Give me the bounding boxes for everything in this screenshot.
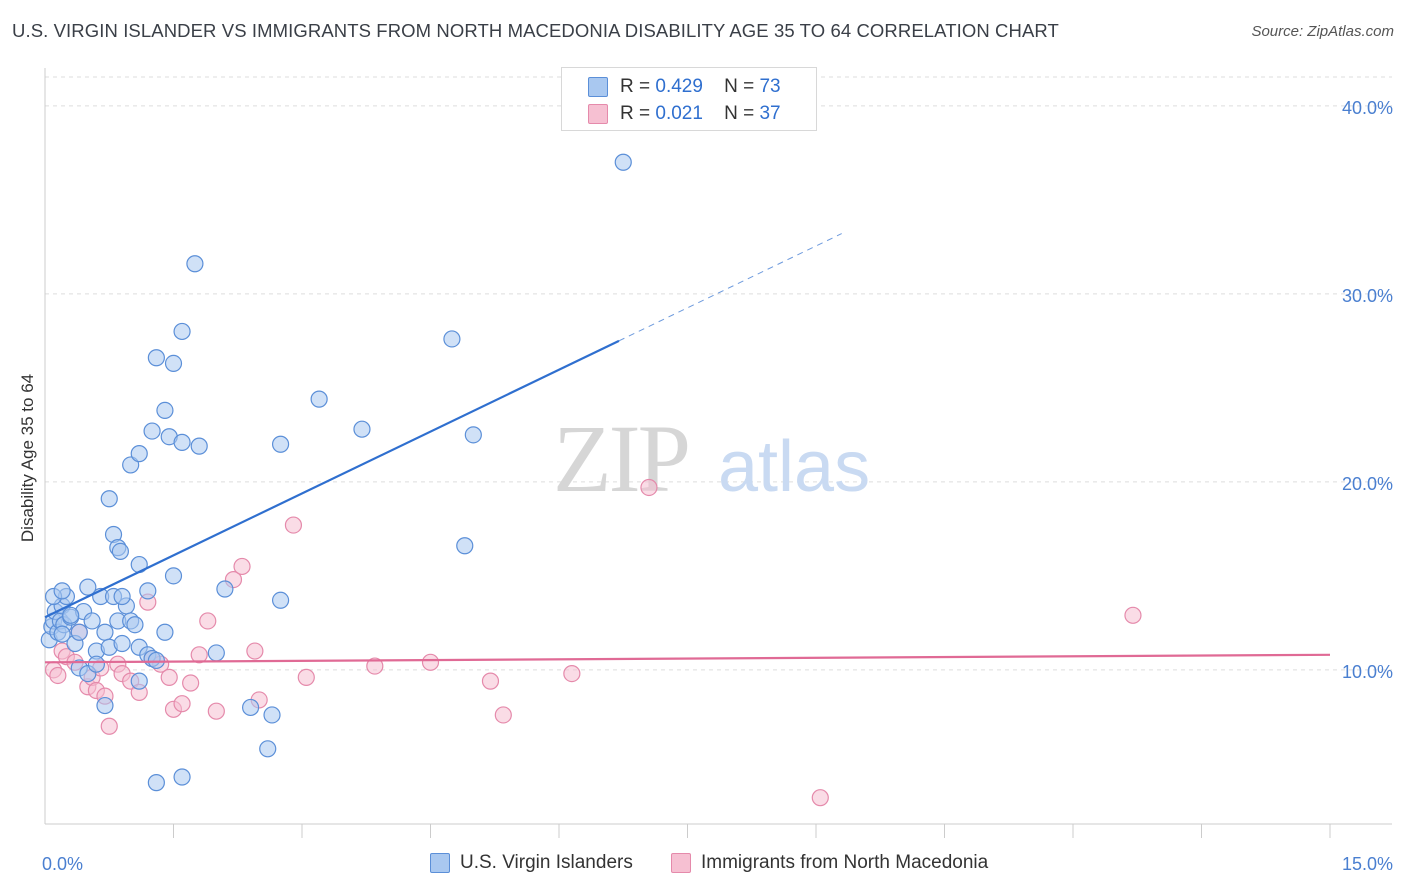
data-point-pink [366,657,384,675]
data-point-pink [481,672,500,690]
data-point-blue [271,435,290,453]
data-point-blue [70,623,88,641]
data-point-pink [173,695,191,713]
data-point-pink [100,717,118,735]
data-point-pink [421,653,440,671]
data-point-pink [297,668,315,686]
data-point-blue [263,706,281,724]
series-immigrants-north-macedonia [44,478,1142,807]
data-point-blue [83,612,101,630]
data-point-blue [143,422,161,440]
data-point-blue [207,644,225,662]
data-point-blue [87,655,106,673]
y-tick-label: 30.0% [1342,286,1393,306]
data-point-blue [443,330,461,348]
data-point-blue [173,768,191,786]
data-point-blue [96,623,114,641]
data-point-pink [160,668,178,686]
data-point-blue [147,774,165,792]
data-point-blue [126,616,144,634]
data-point-pink [1124,606,1142,624]
y-tick-label: 10.0% [1342,662,1393,682]
data-point-blue [216,580,234,598]
data-point-blue [147,651,165,670]
data-point-blue [113,587,131,606]
data-point-blue [100,490,118,508]
data-point-blue [353,420,371,438]
data-point-blue [62,606,80,624]
data-point-pink [284,516,303,534]
chart-title: U.S. VIRGIN ISLANDER VS IMMIGRANTS FROM … [12,20,1059,41]
data-point-pink [640,478,658,497]
axes [44,68,1392,838]
trend-line-blue-extension [618,233,842,342]
data-point-blue [456,537,474,555]
data-point-blue [164,354,183,372]
data-point-pink [811,789,829,807]
y-axis-label: Disability Age 35 to 64 [18,374,37,542]
data-point-pink [563,664,581,683]
bottom-legend-swatch-pink [671,853,691,873]
data-point-blue [614,153,632,171]
watermark-atlas: atlas [718,427,870,507]
data-point-blue [96,696,114,715]
data-point-blue [173,322,191,341]
correlation-legend: R = 0.429 N = 73 R = 0.021 N = 37 [561,67,817,131]
watermark-zip: ZIP [553,405,688,512]
x-tick-labels: 0.0% 15.0% [42,854,1393,874]
series-us-virgin-islanders [40,153,632,792]
data-point-blue [147,349,165,367]
legend-swatch-blue [588,77,608,97]
y-tick-label: 20.0% [1342,474,1393,494]
trend-lines [44,233,1331,664]
data-point-pink [49,666,67,685]
data-point-pink [182,674,200,692]
x-tick-label: 0.0% [42,854,83,874]
data-point-blue [186,255,204,273]
data-point-blue [271,591,290,609]
data-point-blue [173,433,191,451]
data-point-blue [130,445,148,463]
data-point-blue [53,625,71,643]
bottom-legend-label: U.S. Virgin Islanders [460,852,633,873]
data-point-blue [139,582,157,600]
data-point-blue [164,567,183,585]
legend-text: R = 0.021 N = 37 [620,103,781,124]
data-point-blue [113,634,131,653]
data-point-blue [259,740,277,758]
bottom-legend-label: Immigrants from North Macedonia [701,852,989,873]
data-point-blue [156,401,174,419]
trend-line-blue [44,339,620,619]
y-tick-labels: 10.0% 20.0% 30.0% 40.0% [1342,98,1393,682]
data-point-pink [494,706,512,724]
data-point-blue [190,437,208,455]
legend-swatch-pink [588,104,608,124]
x-tick-label: 15.0% [1342,854,1393,874]
data-point-blue [53,582,71,600]
legend-text: R = 0.429 N = 73 [620,76,781,97]
data-point-pink [246,642,264,660]
watermark: ZIP atlas [553,405,870,512]
data-point-pink [190,646,208,664]
data-point-pink [233,557,251,576]
y-tick-label: 40.0% [1342,98,1393,118]
data-point-blue [464,426,482,444]
data-point-blue [156,623,174,641]
data-point-blue [310,390,328,408]
grid-lines [45,76,1392,671]
trend-line-pink [44,653,1331,664]
data-point-blue [79,578,97,596]
data-point-blue [242,698,260,717]
data-point-blue [111,542,129,561]
data-point-pink [207,702,225,720]
data-point-blue [130,672,148,690]
bottom-legend-swatch-blue [430,853,450,873]
data-point-pink [199,612,217,630]
source-label: Source: ZipAtlas.com [1251,23,1394,40]
